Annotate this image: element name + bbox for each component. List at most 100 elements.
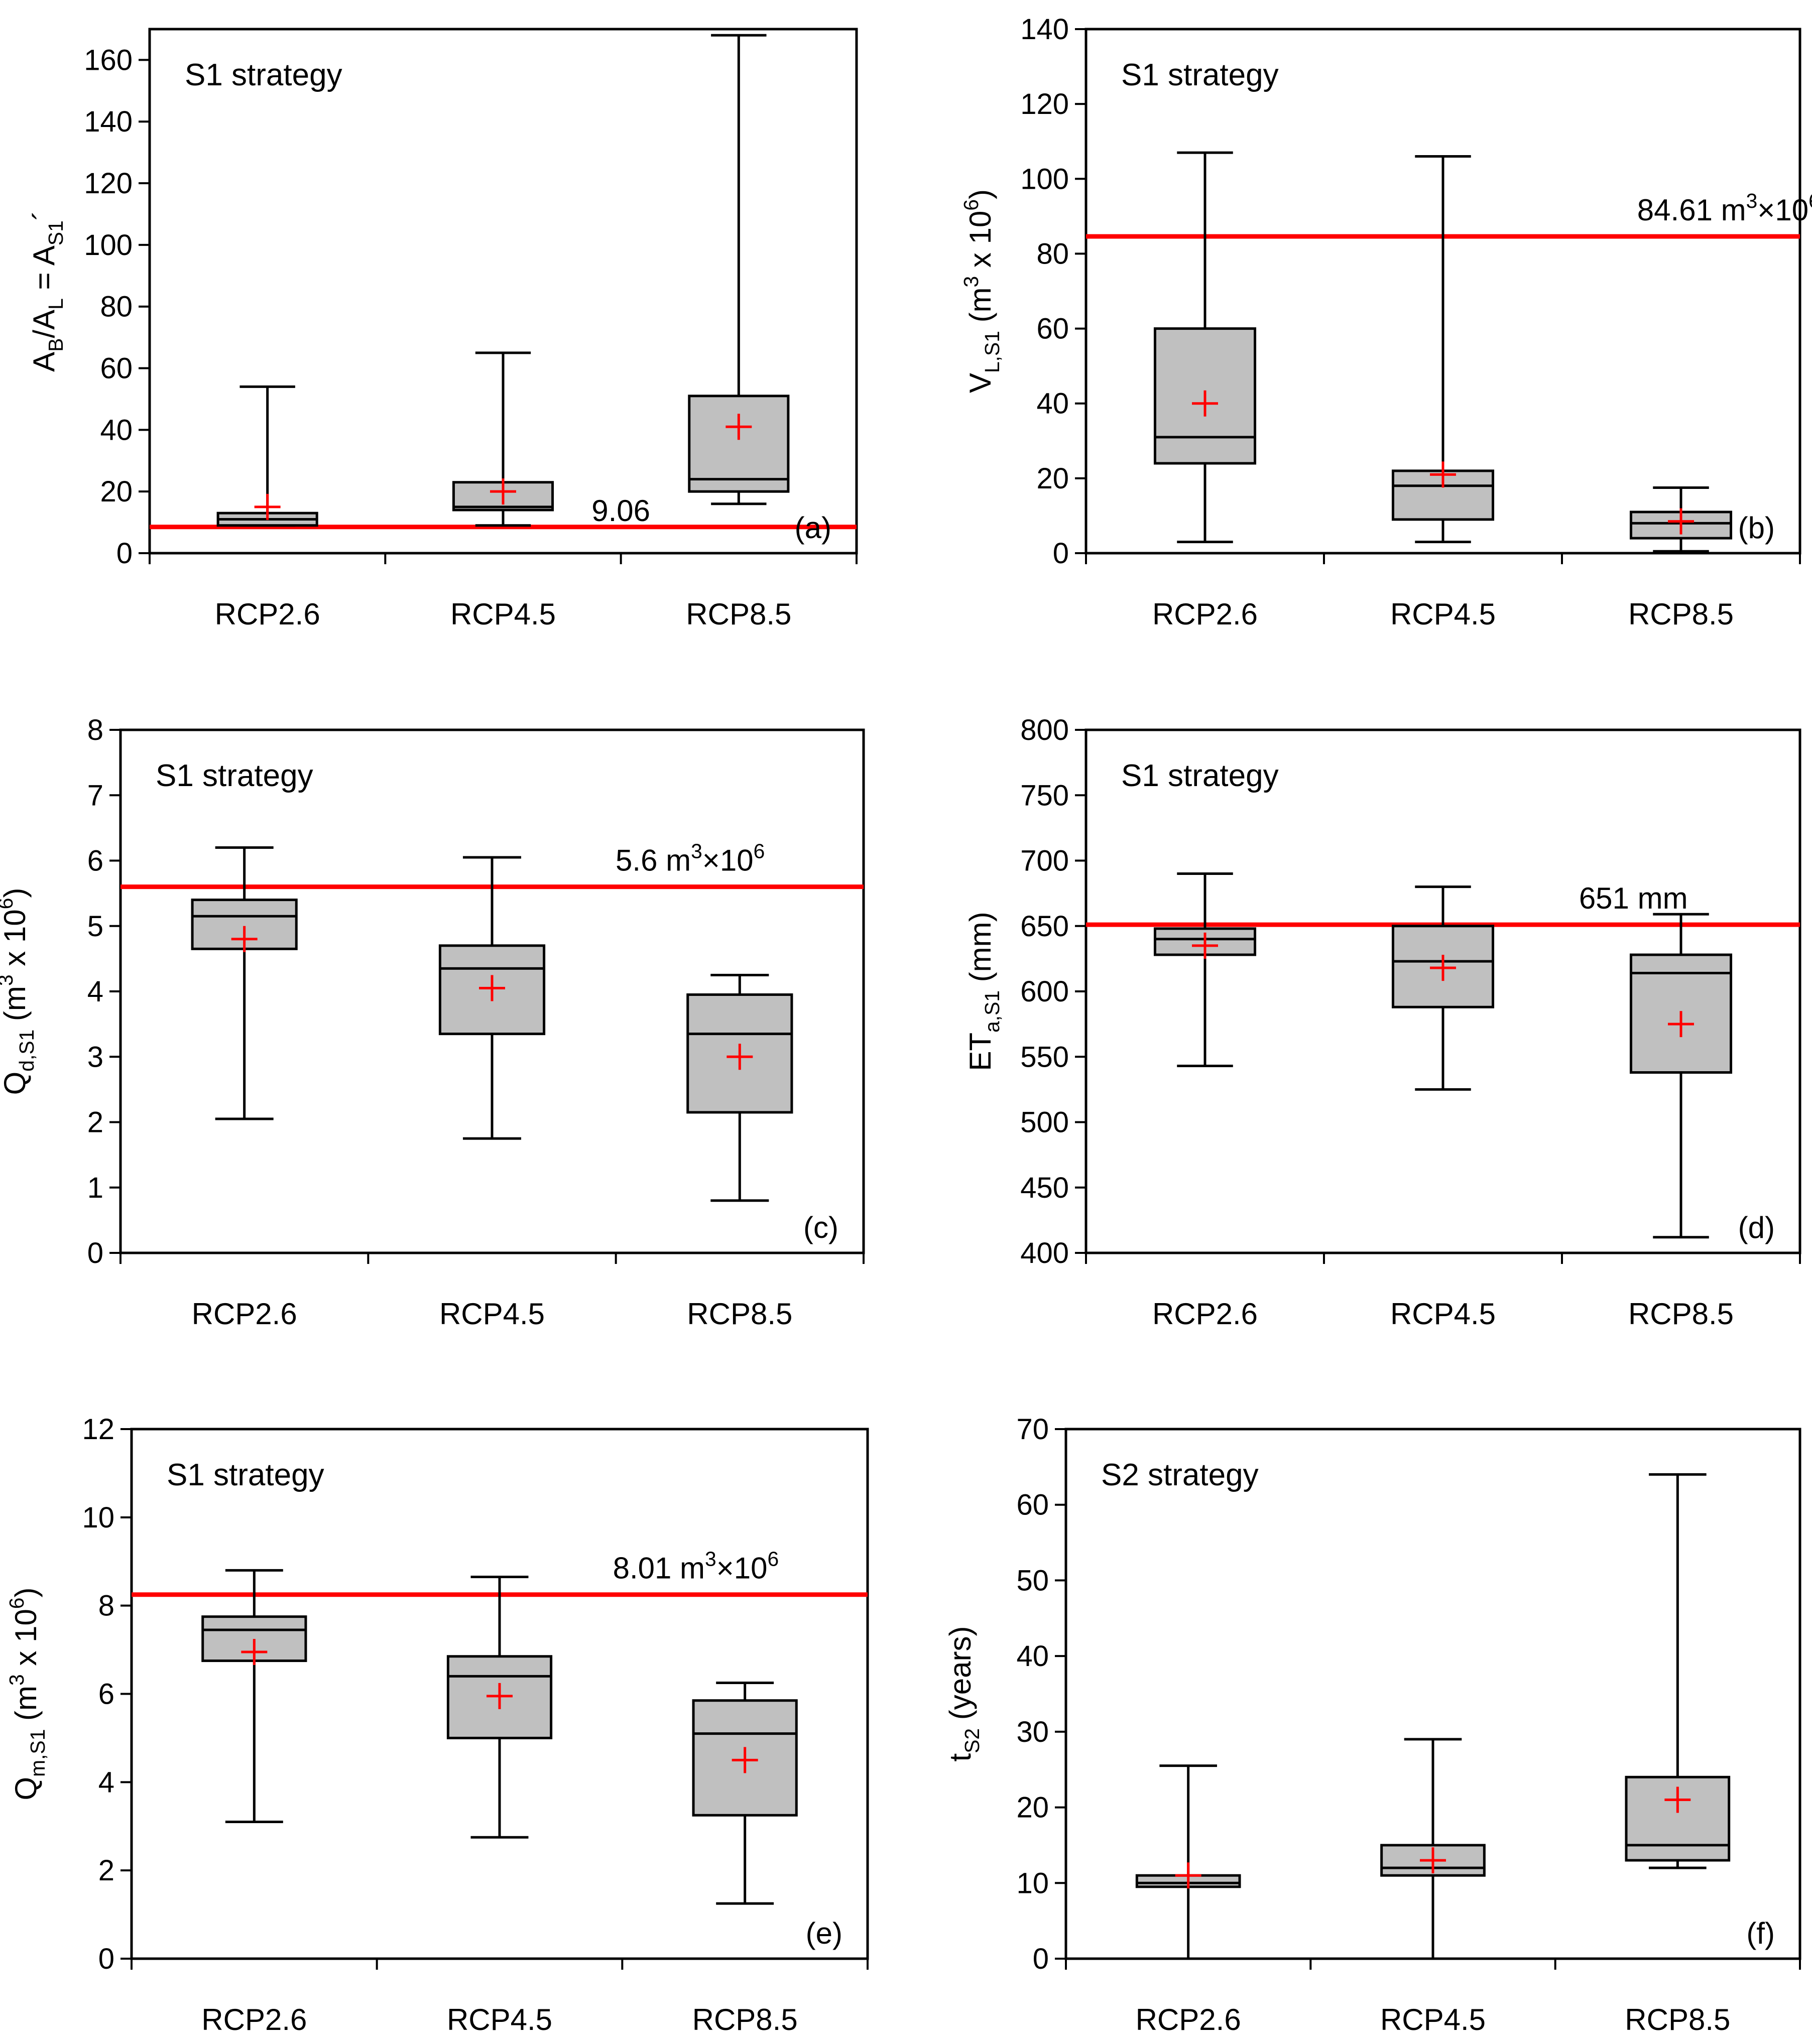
panel-e-ylabel: Qm,S1 (m3 x 106) xyxy=(5,1587,49,1800)
panel-a-category-label: RCP4.5 xyxy=(450,597,556,631)
panel-a-ytick-label: 40 xyxy=(100,414,133,446)
panel-c-box-RCP4.5 xyxy=(438,856,546,1140)
panel-f-category-label: RCP8.5 xyxy=(1625,2003,1730,2036)
panel-c-ytick-label: 5 xyxy=(87,910,103,943)
panel-c-ytick-label: 7 xyxy=(87,779,103,812)
panel-a-ytick-label: 120 xyxy=(84,167,133,200)
panel-d-ytick-label: 800 xyxy=(1020,714,1069,746)
panel-a-ylabel: AB/AL = AS1´ xyxy=(27,210,67,372)
panel-e-category-label: RCP2.6 xyxy=(201,2003,307,2036)
panel-f-box-RCP2.6 xyxy=(1135,1764,1241,1960)
panel-f-ytick-label: 60 xyxy=(1016,1489,1049,1521)
panel-d-ytick-label: 700 xyxy=(1020,845,1069,877)
panel-f-ytick-label: 0 xyxy=(1033,1943,1049,1975)
panel-a-box-RCP2.6 xyxy=(216,385,318,527)
panel-c-strategy-label: S1 strategy xyxy=(156,758,313,793)
panel-a-box-RCP4.5 xyxy=(452,351,554,527)
panel-d-ytick-label: 550 xyxy=(1020,1041,1069,1073)
panel-f-ytick-label: 70 xyxy=(1016,1413,1049,1446)
panel-e-ytick-label: 2 xyxy=(98,1854,114,1887)
panel-e-ytick-label: 0 xyxy=(98,1943,114,1975)
panel-b-panel-label: (b) xyxy=(1738,511,1775,545)
panel-b-ytick-label: 60 xyxy=(1036,313,1069,345)
panel-b-ytick-label: 0 xyxy=(1053,537,1069,570)
panel-d-box-RCP2.6 xyxy=(1153,872,1257,1067)
panel-a-category-label: RCP8.5 xyxy=(686,597,791,631)
panel-b-category-label: RCP8.5 xyxy=(1628,597,1734,631)
panel-c-category-label: RCP2.6 xyxy=(192,1297,297,1331)
panel-c-ytick-label: 4 xyxy=(87,975,103,1008)
panel-f-ytick-label: 10 xyxy=(1016,1867,1049,1899)
iqr-box xyxy=(688,395,790,493)
panel-f-ytick-label: 40 xyxy=(1016,1640,1049,1673)
panel-e-box-RCP2.6 xyxy=(201,1569,307,1823)
panel-b-box-RCP4.5 xyxy=(1391,155,1495,544)
panel-e-category-label: RCP4.5 xyxy=(447,2003,552,2036)
panel-c-ylabel: Qd,S1 (m3 x 106) xyxy=(0,888,38,1095)
iqr-box xyxy=(1625,1775,1731,1862)
panel-f-ylabel: tS2 (years) xyxy=(943,1626,984,1762)
panel-a-reference-label: 9.06 xyxy=(591,494,650,528)
panel-a-ytick-label: 140 xyxy=(84,105,133,138)
panel-d-ytick-label: 400 xyxy=(1020,1237,1069,1269)
panel-a-ytick-label: 100 xyxy=(84,229,133,262)
panel-c-box-RCP8.5 xyxy=(686,973,793,1202)
panel-e-ytick-label: 6 xyxy=(98,1678,114,1711)
panel-b-category-label: RCP4.5 xyxy=(1390,597,1496,631)
panel-a-ytick-label: 160 xyxy=(84,44,133,76)
panel-f-ytick-label: 20 xyxy=(1016,1792,1049,1824)
panel-b-ytick-label: 20 xyxy=(1036,462,1069,495)
panel-e-strategy-label: S1 strategy xyxy=(167,1458,324,1492)
panel-e-box-RCP8.5 xyxy=(692,1682,798,1905)
panel-c-reference-label: 5.6 m3×106 xyxy=(616,839,765,877)
panel-c-category-label: RCP4.5 xyxy=(439,1297,545,1331)
panel-b-ylabel: VL,S1 (m3 x 106) xyxy=(959,189,1004,393)
panel-d-category-label: RCP2.6 xyxy=(1152,1297,1258,1331)
panel-c-ytick-label: 6 xyxy=(87,845,103,877)
panel-c-ytick-label: 3 xyxy=(87,1041,103,1073)
panel-b-box-RCP8.5 xyxy=(1629,486,1733,553)
panel-a-strategy-label: S1 strategy xyxy=(185,58,342,92)
panel-a-ytick-label: 20 xyxy=(100,475,133,508)
panel-a-panel-label: (a) xyxy=(795,511,831,545)
panel-f-panel-label: (f) xyxy=(1746,1917,1775,1950)
panel-a: 0 20 40 60 80 100 120 140 160 RCP2.6 RCP4.5 RCP8.5 A… xyxy=(27,28,858,631)
panel-f-ytick-label: 30 xyxy=(1016,1716,1049,1748)
panel-b-ytick-label: 140 xyxy=(1020,13,1069,46)
panel-b-ytick-label: 120 xyxy=(1020,88,1069,120)
panel-c-category-label: RCP8.5 xyxy=(687,1297,792,1331)
panel-a-ytick-label: 80 xyxy=(100,291,133,323)
panel-e-category-label: RCP8.5 xyxy=(692,2003,798,2036)
panel-f-category-label: RCP2.6 xyxy=(1136,2003,1241,2036)
panel-c-ytick-label: 0 xyxy=(87,1237,103,1269)
panel-d-category-label: RCP4.5 xyxy=(1390,1297,1496,1331)
panel-f-box-RCP8.5 xyxy=(1625,1473,1731,1869)
panel-e-reference-label: 8.01 m3×106 xyxy=(613,1547,779,1585)
panel-f-category-label: RCP4.5 xyxy=(1380,2003,1486,2036)
panel-e-ytick-label: 8 xyxy=(98,1590,114,1622)
panel-d-ytick-label: 650 xyxy=(1020,910,1069,943)
panel-d: 400 450 500 550 600 650 700 750 800 RCP2.6 RCP4.5 R… xyxy=(963,714,1801,1331)
panel-b-ytick-label: 80 xyxy=(1036,237,1069,270)
panel-d-box-RCP8.5 xyxy=(1629,913,1733,1239)
panel-d-ytick-label: 500 xyxy=(1020,1106,1069,1139)
panel-f-strategy-label: S2 strategy xyxy=(1101,1458,1259,1492)
panel-d-reference-label: 651 mm xyxy=(1579,881,1688,915)
panel-a-box-RCP8.5 xyxy=(688,34,790,505)
panel-e-ytick-label: 4 xyxy=(98,1766,114,1799)
panel-b-category-label: RCP2.6 xyxy=(1152,597,1258,631)
iqr-box xyxy=(446,1655,553,1739)
panel-b: 0 20 40 60 80 100 120 140 RCP2.6 RCP4.5 RCP8.5 VL,S… xyxy=(959,13,1812,631)
panel-c-ytick-label: 8 xyxy=(87,714,103,746)
panel-b-reference-label: 84.61 m3×106 xyxy=(1637,189,1812,227)
panel-b-ytick-label: 40 xyxy=(1036,388,1069,420)
panel-a-ytick-label: 60 xyxy=(100,352,133,385)
panel-b-ytick-label: 100 xyxy=(1020,163,1069,195)
panel-d-category-label: RCP8.5 xyxy=(1628,1297,1734,1331)
panel-a-frame xyxy=(148,28,858,555)
panel-a-ytick-label: 0 xyxy=(116,537,133,570)
panel-e-box-RCP4.5 xyxy=(446,1576,553,1839)
panel-b-box-RCP2.6 xyxy=(1153,151,1257,544)
panel-f: 0 10 20 30 40 50 60 70 RCP2.6 RCP4.5 RCP8.5 tS2 (ye… xyxy=(943,1413,1801,2036)
